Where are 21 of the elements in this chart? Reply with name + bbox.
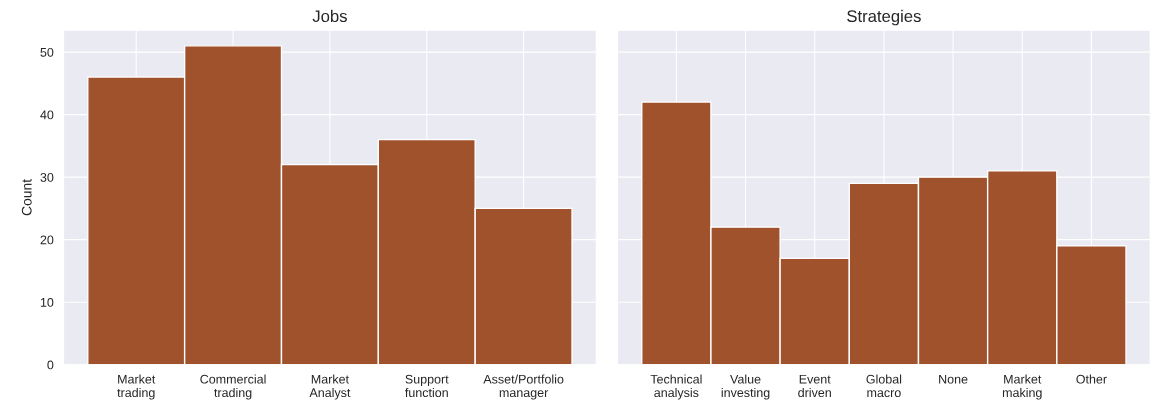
x-tick-label: Market trading bbox=[117, 374, 156, 400]
y-tick-label: 30 bbox=[40, 172, 54, 182]
y-tick-label: 40 bbox=[40, 110, 54, 120]
x-tick-label: Event driven bbox=[798, 374, 831, 398]
x-tick-label: Market Analyst bbox=[309, 374, 351, 400]
x-tick-label: Technical analysis bbox=[650, 374, 702, 400]
x-tick-label: Commercial trading bbox=[200, 374, 266, 400]
x-tick-label: Other bbox=[1076, 374, 1107, 384]
x-tick-label: Global macro bbox=[866, 374, 902, 398]
chart-title: Strategies bbox=[847, 9, 921, 26]
chart-title: Jobs bbox=[312, 9, 347, 23]
y-tick-label: 50 bbox=[40, 47, 54, 57]
x-tick-label: Support function bbox=[405, 374, 449, 398]
x-tick-label: None bbox=[939, 374, 968, 384]
x-tick-label: Asset/Portfolio manager bbox=[483, 374, 564, 400]
x-tick-label: Value investing bbox=[721, 374, 770, 400]
y-tick-label: 0 bbox=[47, 360, 54, 370]
x-tick-label: Market making bbox=[1002, 374, 1042, 400]
y-axis-title: Count bbox=[21, 179, 32, 216]
y-tick-label: 10 bbox=[40, 297, 54, 307]
y-tick-label: 20 bbox=[40, 235, 54, 245]
